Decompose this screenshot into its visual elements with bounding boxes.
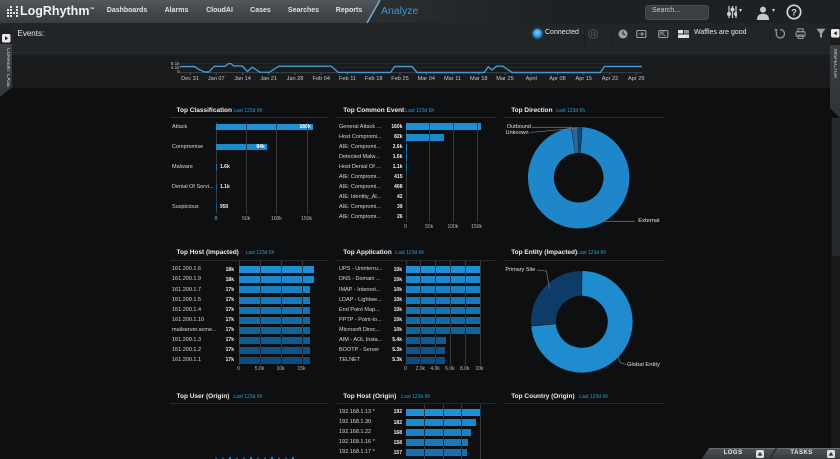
svg-text:?: ? [791, 7, 797, 18]
